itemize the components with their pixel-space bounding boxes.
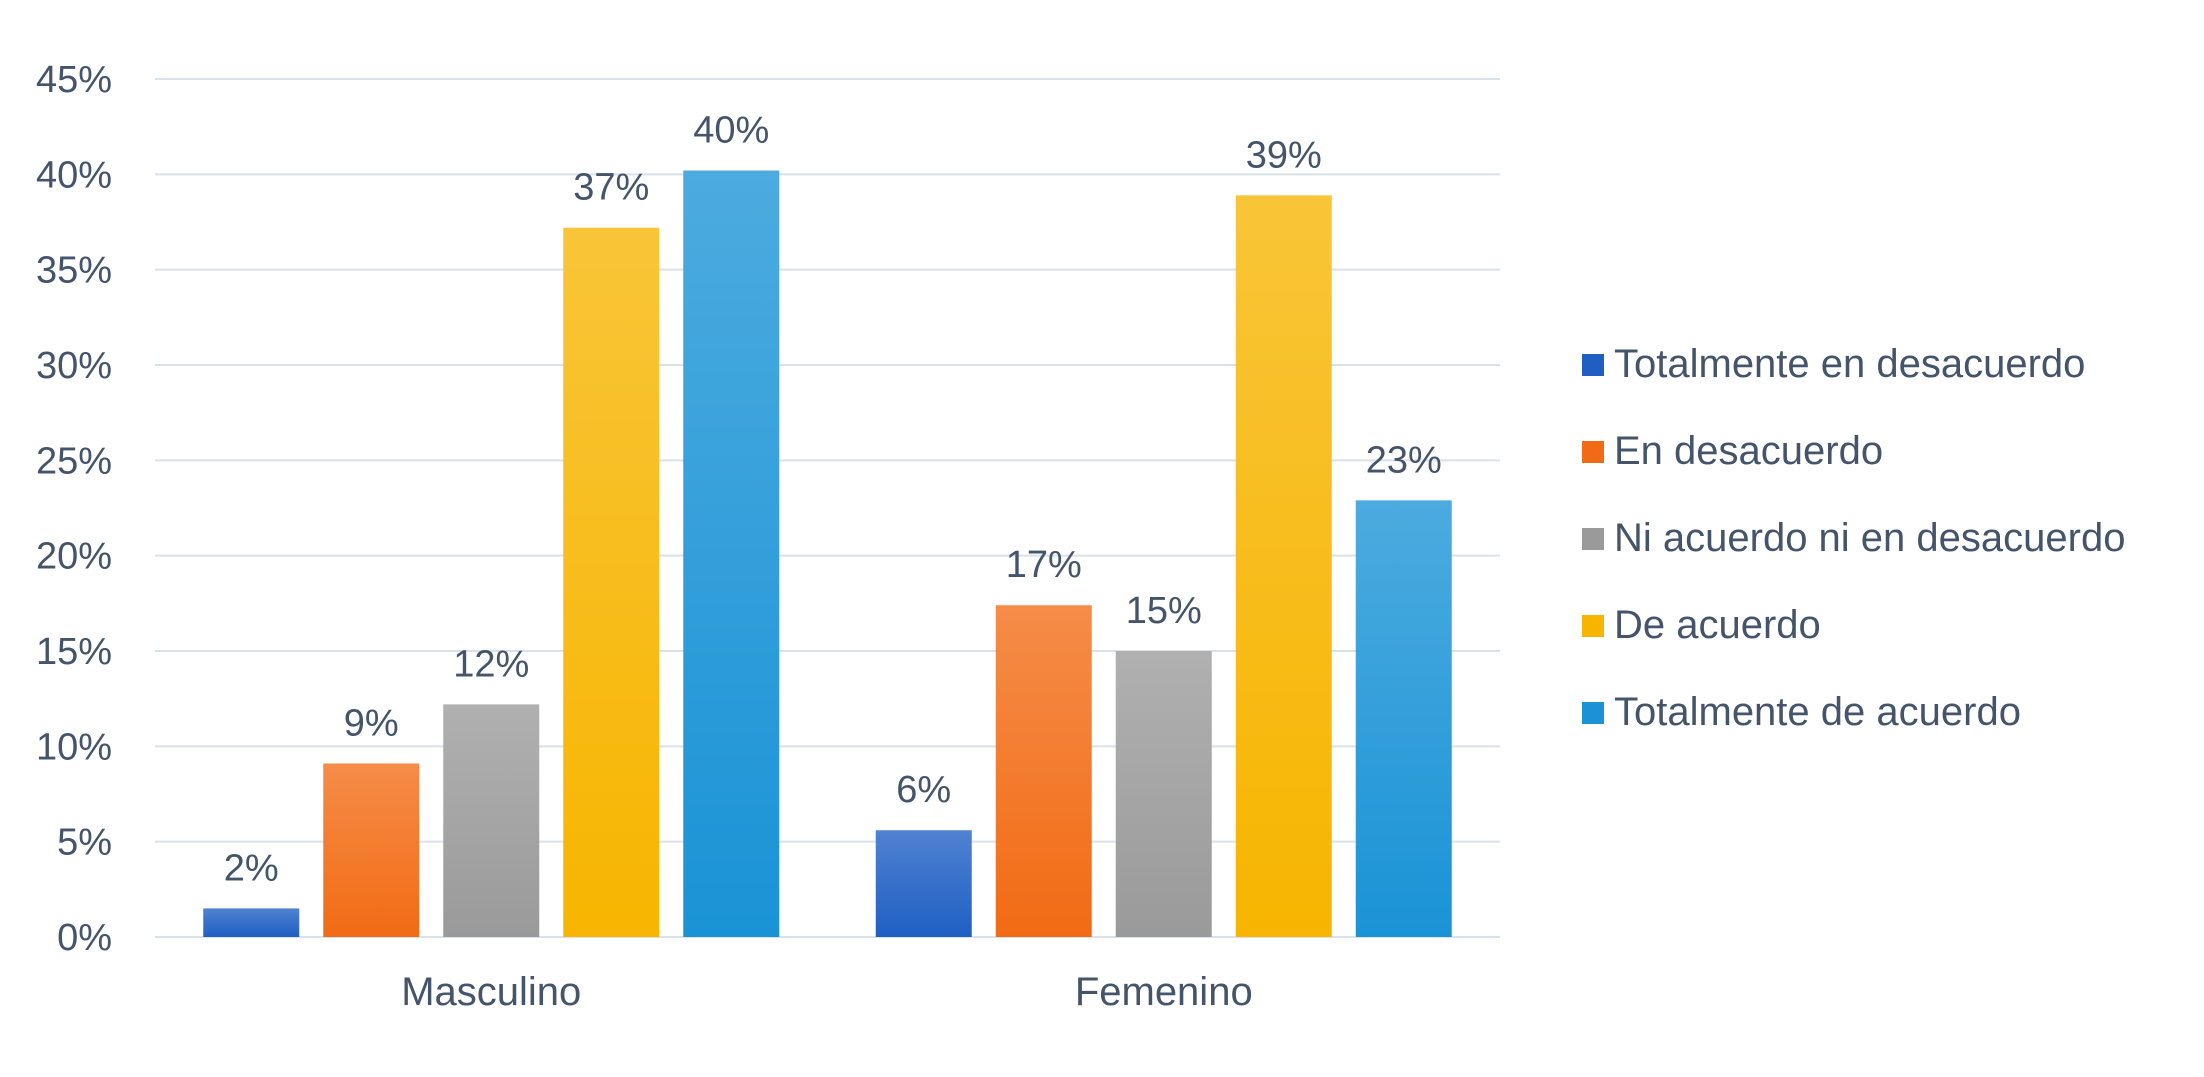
- bar: [1355, 500, 1452, 937]
- bars: [203, 170, 1452, 938]
- legend-label: Ni acuerdo ni en desacuerdo: [1614, 516, 2125, 560]
- bar: [995, 605, 1092, 937]
- data-label: 12%: [453, 643, 529, 685]
- legend-swatch: [1582, 615, 1604, 637]
- data-label: 40%: [693, 110, 769, 152]
- y-tick-label: 40%: [36, 154, 112, 196]
- data-label: 17%: [1006, 544, 1082, 586]
- y-tick-label: 25%: [36, 440, 112, 482]
- y-tick-label: 30%: [36, 345, 112, 387]
- legend: Totalmente en desacuerdo En desacuerdo Ni …: [1582, 342, 2125, 734]
- y-tick-label: 20%: [36, 536, 112, 578]
- legend-label: Totalmente de acuerdo: [1614, 690, 2021, 734]
- y-tick-label: 0%: [57, 917, 112, 959]
- y-tick-label: 45%: [36, 59, 112, 101]
- bar: [443, 704, 540, 937]
- bar: [203, 908, 300, 937]
- legend-label: En desacuerdo: [1614, 429, 1883, 473]
- data-label: 39%: [1246, 134, 1322, 176]
- data-label: 2%: [224, 847, 279, 889]
- y-tick-label: 5%: [57, 822, 112, 864]
- bar: [875, 830, 972, 937]
- bar: [683, 170, 780, 937]
- data-label: 37%: [573, 167, 649, 209]
- data-labels: 2% 9% 12% 37% 40% 6% 17% 15% 39% 23%: [224, 110, 1442, 890]
- bar: [1235, 195, 1332, 938]
- bar: [323, 763, 420, 937]
- legend-label: Totalmente en desacuerdo: [1614, 342, 2085, 386]
- category-label: Femenino: [1075, 970, 1253, 1014]
- y-tick-label: 15%: [36, 631, 112, 673]
- data-label: 15%: [1126, 590, 1202, 632]
- legend-swatch: [1582, 702, 1604, 724]
- legend-swatch: [1582, 354, 1604, 376]
- legend-swatch: [1582, 441, 1604, 463]
- bar: [1115, 651, 1212, 937]
- data-label: 23%: [1366, 439, 1442, 481]
- y-tick-label: 35%: [36, 250, 112, 292]
- category-label: Masculino: [401, 970, 581, 1014]
- y-tick-label: 10%: [36, 726, 112, 768]
- legend-label: De acuerdo: [1614, 603, 1821, 647]
- legend-swatch: [1582, 528, 1604, 550]
- bar: [563, 227, 660, 938]
- data-label: 6%: [896, 769, 951, 811]
- x-axis-category-labels: Masculino Femenino: [401, 970, 1252, 1014]
- y-axis-tick-labels: 0% 5% 10% 15% 20% 25% 30% 35% 40% 45%: [36, 59, 112, 959]
- data-label: 9%: [344, 702, 399, 744]
